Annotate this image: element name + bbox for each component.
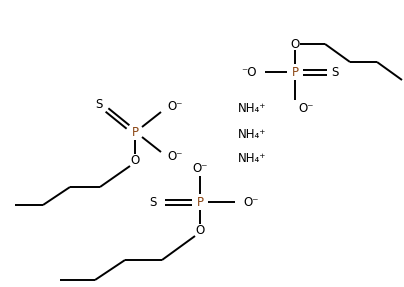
Text: O: O (196, 224, 204, 236)
Text: O⁻: O⁻ (167, 100, 183, 113)
Text: O: O (130, 154, 140, 166)
Text: ⁻O: ⁻O (242, 65, 257, 79)
Text: S: S (149, 195, 157, 208)
Text: P: P (196, 195, 204, 208)
Text: O⁻: O⁻ (167, 150, 183, 164)
Text: S: S (331, 65, 339, 79)
Text: O: O (290, 38, 300, 51)
Text: NH₄⁺: NH₄⁺ (238, 129, 266, 141)
Text: NH₄⁺: NH₄⁺ (238, 152, 266, 166)
Text: S: S (95, 98, 103, 110)
Text: NH₄⁺: NH₄⁺ (238, 102, 266, 115)
Text: P: P (292, 65, 299, 79)
Text: P: P (131, 125, 139, 139)
Text: O⁻: O⁻ (192, 162, 208, 175)
Text: O⁻: O⁻ (243, 195, 259, 208)
Text: O⁻: O⁻ (298, 102, 314, 115)
